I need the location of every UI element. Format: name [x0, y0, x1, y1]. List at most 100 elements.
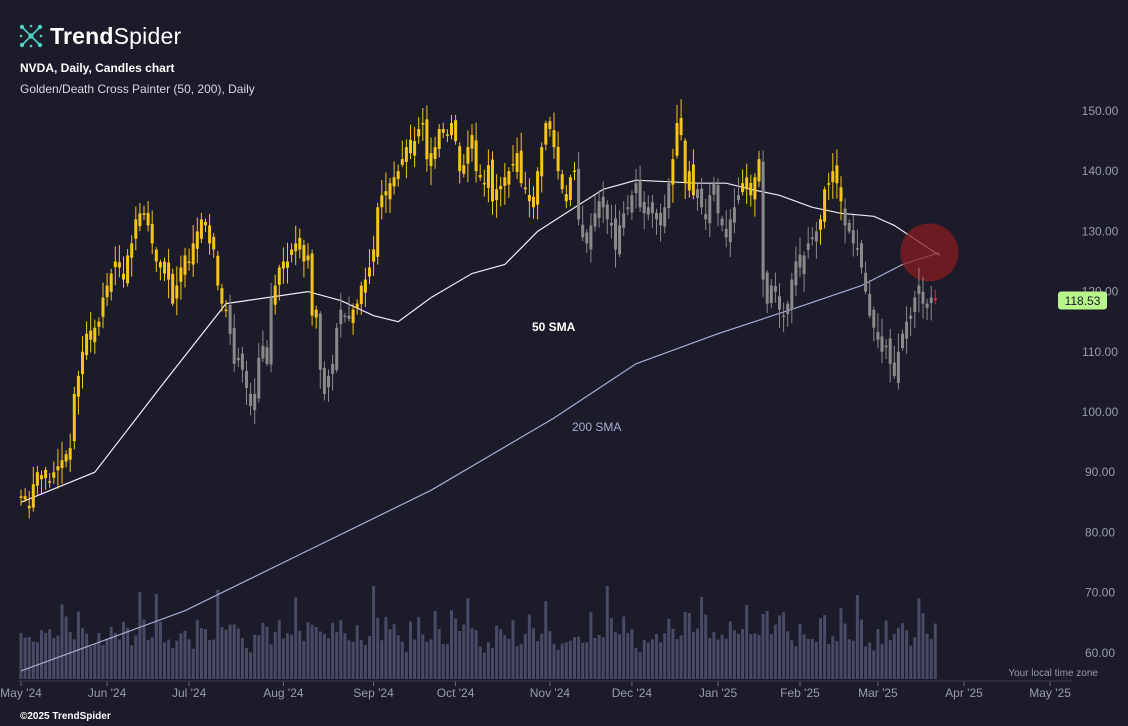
candle-body: [819, 219, 822, 230]
candle-body: [23, 496, 27, 500]
volume-bar: [757, 634, 761, 679]
candle-body: [363, 279, 367, 293]
volume-bar: [163, 642, 166, 679]
candle-body: [421, 123, 425, 125]
last-price-tag: 118.53: [1058, 291, 1107, 310]
candle-body: [806, 243, 810, 250]
x-tick-label: Jul '24: [172, 686, 207, 700]
volume-bar: [290, 634, 294, 679]
candle: [40, 470, 43, 494]
candle-body: [630, 195, 634, 213]
candle-body: [532, 196, 535, 208]
candle-body: [614, 218, 617, 250]
x-tick-label: Sep '24: [353, 686, 394, 700]
candle-body: [384, 191, 388, 196]
candle-body: [921, 291, 925, 304]
candle: [368, 249, 371, 285]
volume-bar: [396, 635, 400, 679]
candle: [552, 112, 556, 159]
candle-body: [728, 219, 732, 243]
candle: [462, 154, 466, 178]
candle-body: [597, 201, 601, 219]
candle: [855, 229, 859, 256]
candle-body: [93, 327, 97, 343]
volume-bar: [831, 636, 835, 679]
volume-bar: [150, 636, 154, 679]
volume-bar: [23, 637, 27, 679]
candle-body: [511, 164, 515, 166]
candle: [605, 200, 609, 235]
y-tick-label: 60.00: [1085, 646, 1115, 660]
volume-bar: [638, 652, 642, 679]
candle: [269, 282, 273, 373]
candle: [85, 321, 89, 360]
candle-body: [470, 135, 474, 149]
candle: [31, 466, 35, 512]
volume-bar: [843, 623, 847, 679]
candle-body: [113, 261, 117, 268]
volume-bar: [499, 629, 503, 679]
candle-body: [589, 225, 593, 250]
candle: [306, 243, 310, 269]
candle: [786, 300, 790, 327]
volume-bar: [687, 613, 691, 679]
candle-body: [314, 309, 318, 318]
volume-bar: [273, 631, 277, 679]
volume-bar: [437, 628, 441, 679]
candle: [404, 139, 408, 179]
candle-body: [392, 177, 396, 187]
candle: [864, 261, 868, 295]
volume-bar: [158, 621, 162, 679]
candle: [232, 314, 236, 373]
candle-body: [281, 261, 285, 269]
candle: [732, 188, 736, 234]
candle-body: [913, 297, 917, 312]
volume-bar: [44, 632, 48, 679]
candle: [228, 294, 232, 345]
volume-bar: [765, 610, 769, 679]
volume-bar: [363, 644, 367, 679]
candle: [89, 311, 93, 353]
volume-bar: [905, 630, 909, 679]
candle: [335, 323, 339, 373]
candle: [655, 208, 658, 235]
volume-bar: [376, 617, 380, 679]
volume-bar: [105, 638, 109, 679]
volume-bar: [929, 639, 933, 679]
volume-bar: [286, 633, 289, 679]
candle-body: [52, 472, 56, 478]
candle: [23, 488, 27, 503]
volume-bar: [19, 632, 23, 679]
candle: [753, 173, 757, 217]
candle: [261, 330, 265, 363]
volume-bar: [552, 643, 556, 679]
volume-bar: [327, 638, 330, 679]
candle: [810, 227, 814, 246]
volume-bar: [823, 615, 827, 679]
candle-body: [896, 351, 900, 383]
volume-bar: [146, 639, 150, 679]
candle: [433, 136, 437, 169]
candle-body: [458, 146, 462, 172]
candle: [48, 473, 52, 488]
candle-body: [605, 204, 609, 220]
candle: [704, 198, 708, 231]
candle-body: [761, 161, 765, 280]
candle-body: [667, 183, 671, 209]
candle: [577, 151, 581, 226]
candle: [544, 120, 548, 151]
candle: [843, 198, 847, 244]
candle-body: [240, 353, 244, 370]
candle: [380, 180, 384, 220]
candle-body: [331, 363, 335, 374]
y-tick-label: 70.00: [1085, 586, 1115, 600]
candle: [470, 124, 474, 162]
volume-bar: [876, 629, 880, 679]
candle-body: [355, 303, 359, 308]
candle-body: [737, 195, 740, 201]
candle-body: [163, 261, 166, 274]
volume-bar: [216, 589, 220, 679]
candle-body: [880, 336, 884, 352]
volume-bar: [302, 640, 306, 679]
